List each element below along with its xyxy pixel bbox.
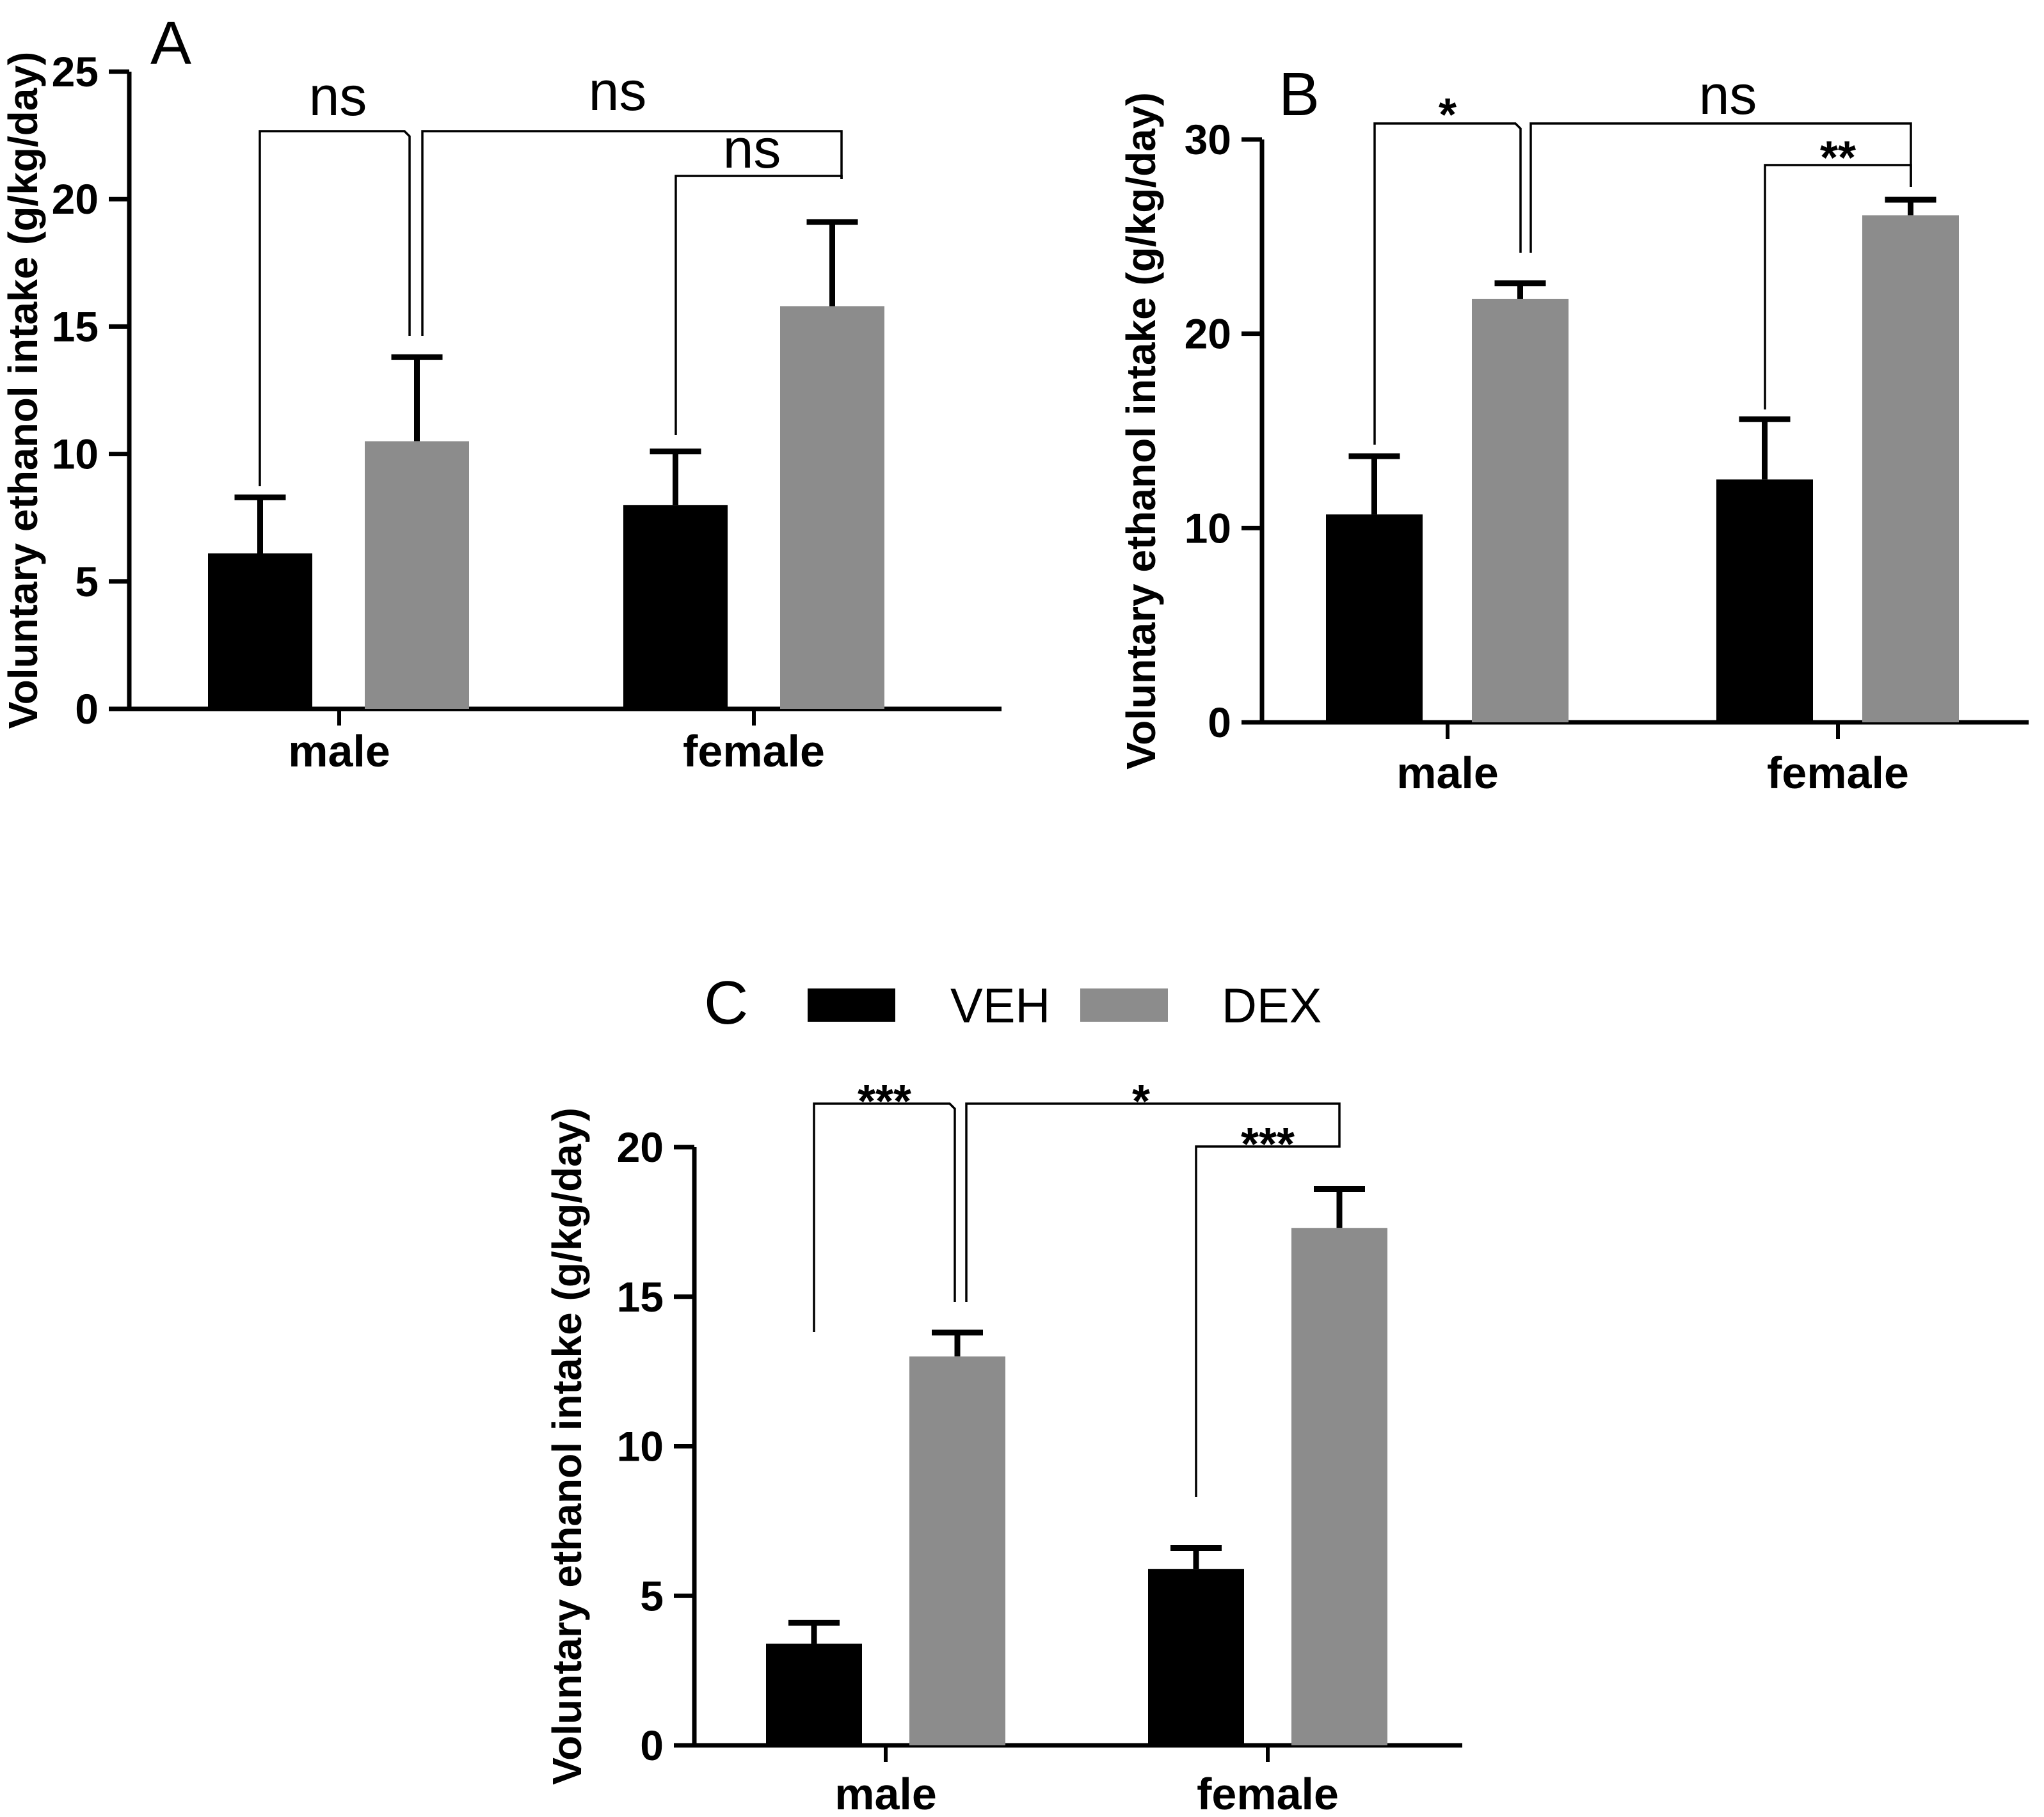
significance-bracket (1764, 164, 1912, 409)
y-tick-label: 15 (52, 303, 99, 350)
panel-letter: B (1279, 60, 1320, 129)
significance-label: ns (723, 118, 781, 180)
bar-male-dex (909, 1356, 1005, 1745)
y-tick-label: 0 (640, 1722, 664, 1769)
significance-bracket (1373, 122, 1522, 445)
y-tick-label: 30 (1185, 116, 1231, 163)
x-tick-label-female: female (1767, 748, 1909, 798)
legend-swatch-dex (1080, 988, 1168, 1022)
bar-female-veh (1148, 1569, 1244, 1745)
y-tick-label: 10 (52, 431, 99, 478)
significance-label: ns (309, 66, 367, 127)
chart-panel-a: A Voluntary ethanol intake (g/kg/day) 0 5 10… (0, 9, 1002, 776)
significance-bracket (259, 130, 411, 486)
bar-female-dex (1291, 1228, 1387, 1745)
significance-bracket (813, 1102, 956, 1332)
bar-female-veh (623, 505, 728, 709)
significance-bracket (675, 175, 843, 435)
y-tick-label: 10 (1185, 504, 1231, 551)
x-tick-label-female: female (1197, 1769, 1339, 1817)
x-tick-label-male: male (288, 726, 390, 776)
bar-male-veh (766, 1644, 862, 1745)
y-tick-label: 20 (1185, 310, 1231, 358)
significance-bracket (1195, 1139, 1341, 1497)
bar-female-dex (780, 306, 884, 709)
significance-bracket (421, 130, 843, 336)
chart-panel-c: C Voluntary ethanol intake (g/kg/day) 0 5 10… (544, 969, 1462, 1817)
y-axis-label: Voluntary ethanol intake (g/kg/day) (1118, 92, 1164, 770)
y-axis-label: Voluntary ethanol intake (g/kg/day) (0, 52, 46, 729)
legend: VEH DEX (808, 979, 1321, 1033)
y-tick-label: 25 (52, 48, 99, 95)
y-tick-label: 20 (617, 1123, 664, 1171)
x-tick-label-male: male (834, 1769, 937, 1817)
y-tick-label: 0 (1208, 699, 1231, 746)
legend-swatch-veh (808, 988, 895, 1022)
y-tick-label: 5 (75, 558, 99, 605)
significance-bracket (965, 1102, 1341, 1302)
legend-label-dex: DEX (1222, 979, 1321, 1033)
bar-male-veh (208, 553, 312, 709)
panel-letter: C (704, 969, 748, 1037)
y-tick-label: 5 (640, 1572, 664, 1619)
chart-panel-b: B Voluntary ethanol intake (g/kg/day) 0 10 2… (1118, 60, 2029, 798)
significance-label: ns (589, 61, 647, 122)
x-tick-label-female: female (683, 726, 825, 776)
panel-letter: A (150, 9, 191, 77)
legend-label-veh: VEH (950, 979, 1050, 1033)
significance-bracket (1529, 122, 1912, 253)
bar-male-veh (1326, 514, 1423, 722)
y-axis-label: Voluntary ethanol intake (g/kg/day) (544, 1107, 590, 1785)
significance-label: * (1132, 1076, 1150, 1127)
bar-male-dex (1472, 299, 1569, 722)
significance-label: * (1439, 90, 1457, 141)
y-tick-label: 0 (75, 685, 99, 733)
significance-label: ** (1820, 132, 1856, 184)
bar-female-dex (1862, 215, 1959, 722)
significance-label: *** (1241, 1119, 1295, 1170)
bar-male-dex (365, 441, 469, 709)
y-tick-label: 20 (52, 175, 99, 223)
significance-label: *** (858, 1076, 911, 1127)
bar-female-veh (1716, 479, 1813, 722)
x-tick-label-male: male (1396, 748, 1499, 798)
y-tick-label: 15 (617, 1273, 664, 1321)
y-tick-label: 10 (617, 1423, 664, 1470)
significance-label: ns (1699, 65, 1757, 126)
